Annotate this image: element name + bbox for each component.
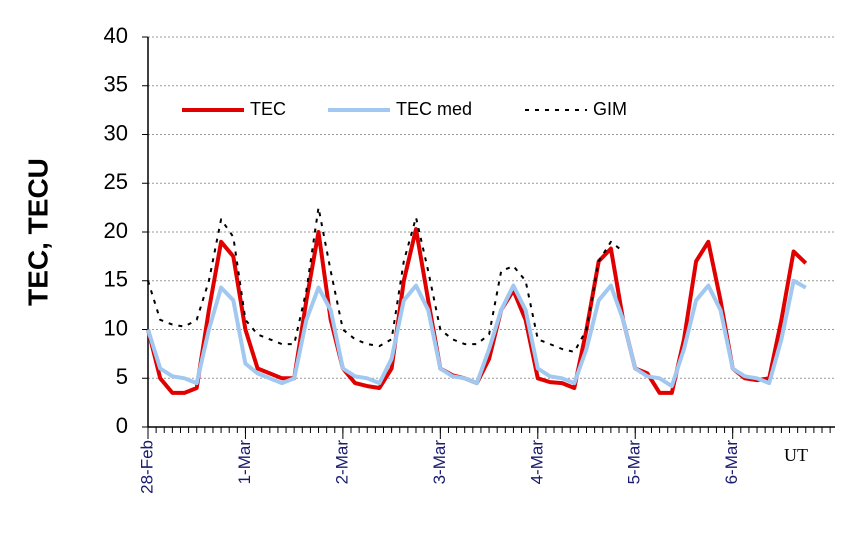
y-tick-label: 15 <box>104 267 128 292</box>
x-tick-label: 28-Feb <box>137 440 156 494</box>
y-tick-label: 40 <box>104 23 128 48</box>
legend-label: TEC med <box>396 99 472 119</box>
y-tick-label: 30 <box>104 120 128 145</box>
y-tick-label: 20 <box>104 218 128 243</box>
y-tick-label: 5 <box>116 364 128 389</box>
legend-label: TEC <box>250 99 286 119</box>
y-tick-label: 25 <box>104 169 128 194</box>
series-line <box>147 206 624 353</box>
y-tick-label: 0 <box>116 413 128 438</box>
series-line <box>146 278 807 389</box>
legend-label: GIM <box>593 99 627 119</box>
x-tick-label: 1-Mar <box>235 440 254 485</box>
series-line <box>146 227 808 395</box>
x-tick-label: 6-Mar <box>722 440 741 485</box>
y-tick-label: 10 <box>104 315 128 340</box>
x-tick-label: 5-Mar <box>625 440 644 485</box>
y-tick-label: 35 <box>104 72 128 97</box>
x-tick-label: 3-Mar <box>430 440 449 485</box>
x-tick-label: 2-Mar <box>332 440 351 485</box>
y-axis-title: TEC, TECU <box>22 158 53 306</box>
x-tick-label: 4-Mar <box>527 440 546 485</box>
x-axis-title: UT <box>784 445 808 465</box>
